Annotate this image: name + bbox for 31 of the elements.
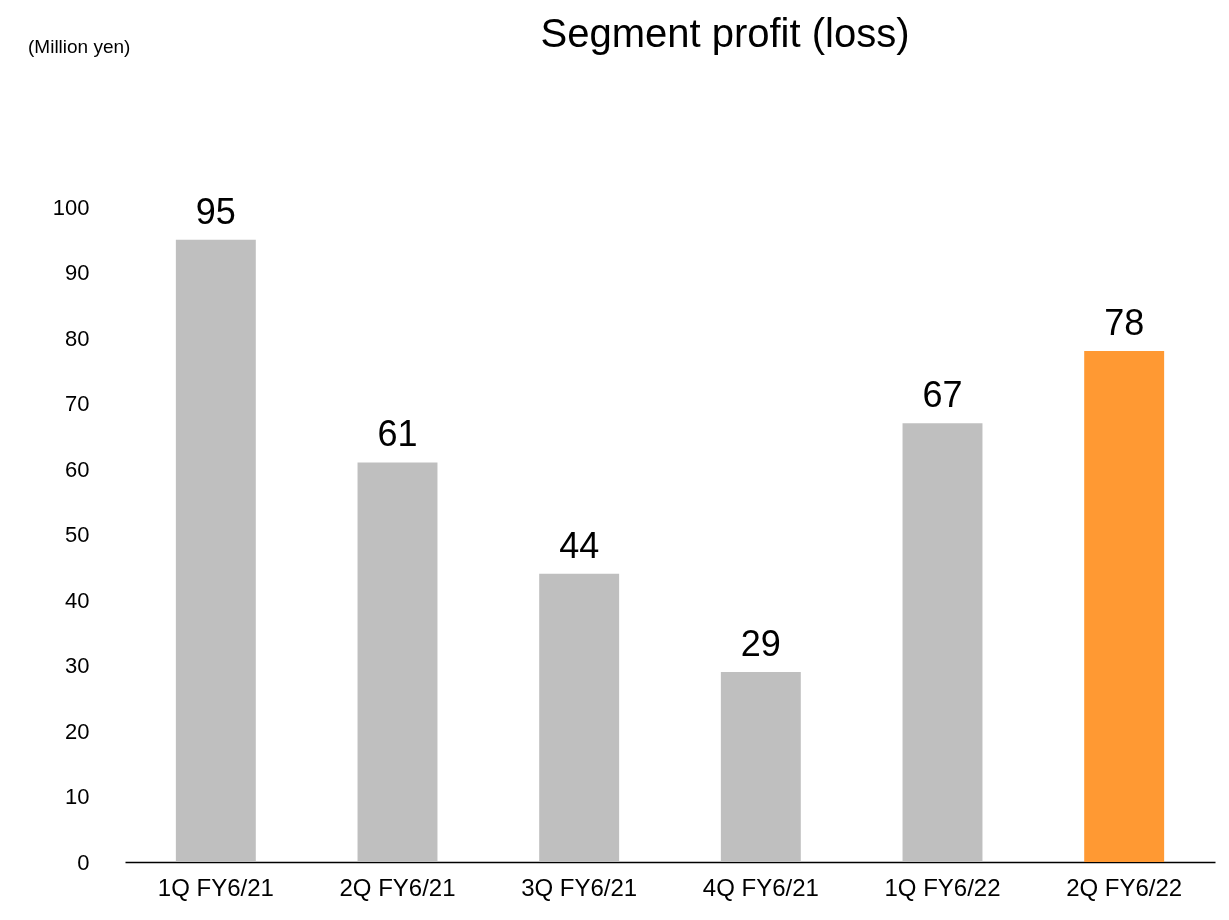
bar bbox=[902, 423, 983, 862]
data-label: 67 bbox=[922, 374, 963, 416]
data-label: 78 bbox=[1104, 302, 1145, 344]
y-tick-label: 70 bbox=[65, 391, 90, 416]
y-tick-label: 100 bbox=[52, 194, 90, 220]
text: (Million yen) bbox=[28, 36, 131, 57]
bar bbox=[720, 672, 801, 862]
y-tick-label: 50 bbox=[65, 522, 90, 547]
y-tick-label: 0 bbox=[77, 849, 90, 875]
bar bbox=[1084, 351, 1165, 862]
data-label: 44 bbox=[559, 524, 600, 566]
y-tick-label: 10 bbox=[65, 784, 90, 809]
y-tick-label: 60 bbox=[65, 456, 90, 482]
bar bbox=[175, 239, 256, 862]
x-tick-label: 2Q FY6/22 bbox=[1066, 873, 1183, 901]
bar bbox=[357, 462, 438, 862]
y-tick-label: 80 bbox=[65, 325, 90, 351]
x-tick-label: 4Q FY6/21 bbox=[702, 873, 819, 901]
bar bbox=[539, 573, 620, 862]
data-label: 29 bbox=[740, 623, 781, 665]
y-tick-label: 90 bbox=[65, 260, 90, 285]
y-tick-label: 30 bbox=[65, 653, 90, 678]
data-label: 61 bbox=[377, 413, 418, 455]
chart-title: Segment profit (loss) bbox=[540, 11, 910, 55]
x-tick-label: 2Q FY6/21 bbox=[339, 873, 456, 901]
x-tick-label: 1Q FY6/21 bbox=[157, 873, 274, 901]
x-tick-label: 1Q FY6/22 bbox=[884, 873, 1001, 901]
data-label: 95 bbox=[195, 190, 236, 232]
x-tick-label: 3Q FY6/21 bbox=[521, 873, 638, 901]
y-tick-label: 20 bbox=[65, 718, 90, 744]
y-tick-label: 40 bbox=[65, 587, 90, 613]
